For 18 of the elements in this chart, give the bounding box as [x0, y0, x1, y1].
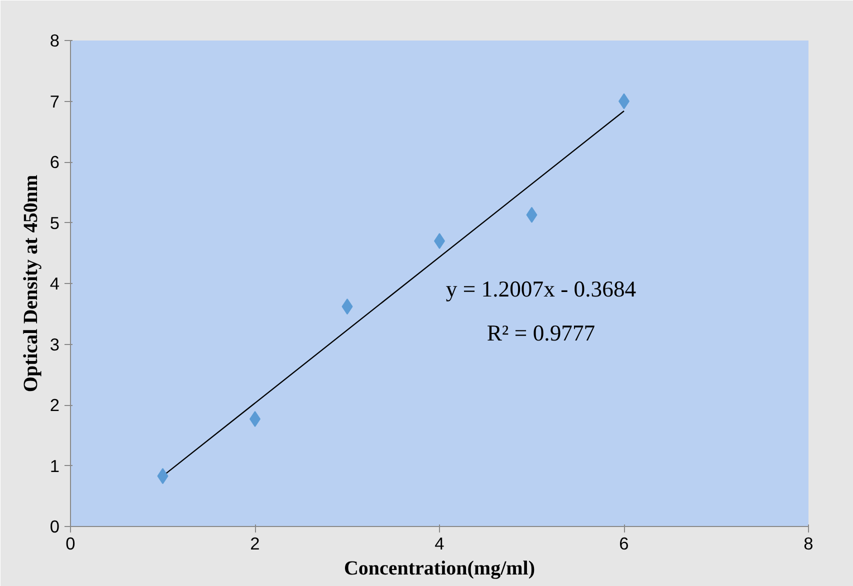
- annotation: R² = 0.9777: [486, 320, 596, 346]
- x-tick-label: 0: [66, 534, 76, 554]
- x-tick-label: 2: [250, 534, 260, 554]
- y-axis-title: Optical Density at 450nm: [20, 174, 42, 392]
- y-tick-label: 2: [50, 395, 60, 415]
- annotation: y = 1.2007x - 0.3684: [446, 276, 636, 302]
- y-tick-label: 4: [50, 274, 60, 294]
- y-tick-label: 8: [50, 30, 60, 50]
- x-tick-label: 8: [804, 534, 814, 554]
- y-tick-label: 7: [50, 91, 60, 112]
- x-tick-label: 4: [434, 534, 445, 554]
- y-tick-label: 1: [50, 456, 60, 476]
- y-tick-label: 0: [50, 516, 60, 536]
- x-axis-title: Concentration(mg/ml): [344, 558, 536, 580]
- x-tick-label: 6: [619, 534, 629, 554]
- y-tick-label: 6: [50, 152, 60, 172]
- y-tick-label: 5: [50, 212, 60, 233]
- y-tick-label: 3: [50, 334, 60, 354]
